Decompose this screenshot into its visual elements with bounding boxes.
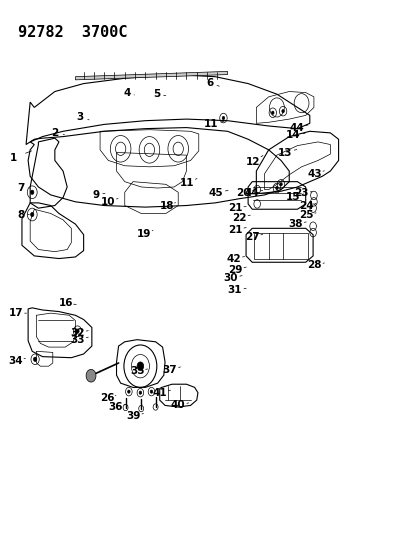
Text: 8: 8	[17, 209, 25, 220]
Text: 42: 42	[226, 254, 240, 264]
Text: 44: 44	[289, 123, 303, 133]
Text: 45: 45	[208, 188, 223, 198]
Text: 4: 4	[123, 87, 130, 98]
Text: 16: 16	[59, 297, 74, 308]
Text: 40: 40	[171, 400, 185, 410]
Circle shape	[31, 213, 34, 216]
Text: 27: 27	[244, 232, 259, 243]
Text: 38: 38	[287, 219, 302, 229]
Text: 26: 26	[100, 393, 114, 403]
Circle shape	[76, 329, 79, 333]
Text: 34: 34	[8, 356, 23, 366]
Circle shape	[86, 369, 96, 382]
Text: 28: 28	[307, 261, 321, 270]
Text: 21: 21	[227, 225, 242, 236]
Circle shape	[33, 357, 37, 361]
Text: 5: 5	[153, 88, 160, 99]
Text: 36: 36	[108, 402, 123, 412]
Circle shape	[275, 187, 278, 190]
Circle shape	[127, 390, 130, 393]
Text: 32: 32	[70, 328, 85, 338]
Text: 24: 24	[299, 200, 313, 211]
Text: 29: 29	[227, 265, 242, 274]
Circle shape	[137, 362, 143, 370]
Text: 13: 13	[277, 148, 292, 158]
Text: 21: 21	[227, 203, 242, 213]
Circle shape	[271, 111, 273, 114]
Text: 1: 1	[10, 153, 17, 163]
Text: 35: 35	[130, 367, 144, 376]
Text: 7: 7	[17, 183, 25, 193]
Text: 19: 19	[137, 229, 151, 239]
Text: 11: 11	[180, 177, 194, 188]
Text: 92782  3700C: 92782 3700C	[18, 25, 127, 41]
Text: 2: 2	[51, 128, 58, 138]
Text: 9: 9	[92, 190, 99, 200]
Circle shape	[279, 183, 282, 186]
Text: 37: 37	[162, 365, 177, 375]
Text: 12: 12	[245, 157, 260, 166]
Circle shape	[222, 116, 224, 119]
Text: 33: 33	[70, 335, 85, 345]
Text: 44: 44	[243, 188, 258, 198]
Text: 23: 23	[294, 188, 308, 198]
Circle shape	[150, 390, 152, 393]
Circle shape	[281, 110, 284, 113]
Text: 18: 18	[159, 200, 173, 211]
Text: 22: 22	[231, 213, 246, 223]
Text: 30: 30	[223, 273, 237, 283]
Text: 25: 25	[299, 209, 313, 220]
Text: 3: 3	[76, 112, 83, 122]
Text: 6: 6	[206, 78, 214, 88]
Text: 11: 11	[203, 119, 218, 130]
Text: 20: 20	[235, 188, 250, 198]
Text: 14: 14	[285, 130, 300, 140]
Polygon shape	[75, 71, 227, 80]
Text: 43: 43	[307, 169, 321, 179]
Text: 15: 15	[285, 191, 300, 201]
Text: 17: 17	[8, 308, 23, 318]
Text: 39: 39	[126, 411, 141, 421]
Text: 10: 10	[101, 197, 115, 207]
Text: 31: 31	[227, 285, 242, 295]
Circle shape	[139, 391, 141, 394]
Text: 41: 41	[152, 387, 166, 398]
Circle shape	[31, 190, 34, 195]
